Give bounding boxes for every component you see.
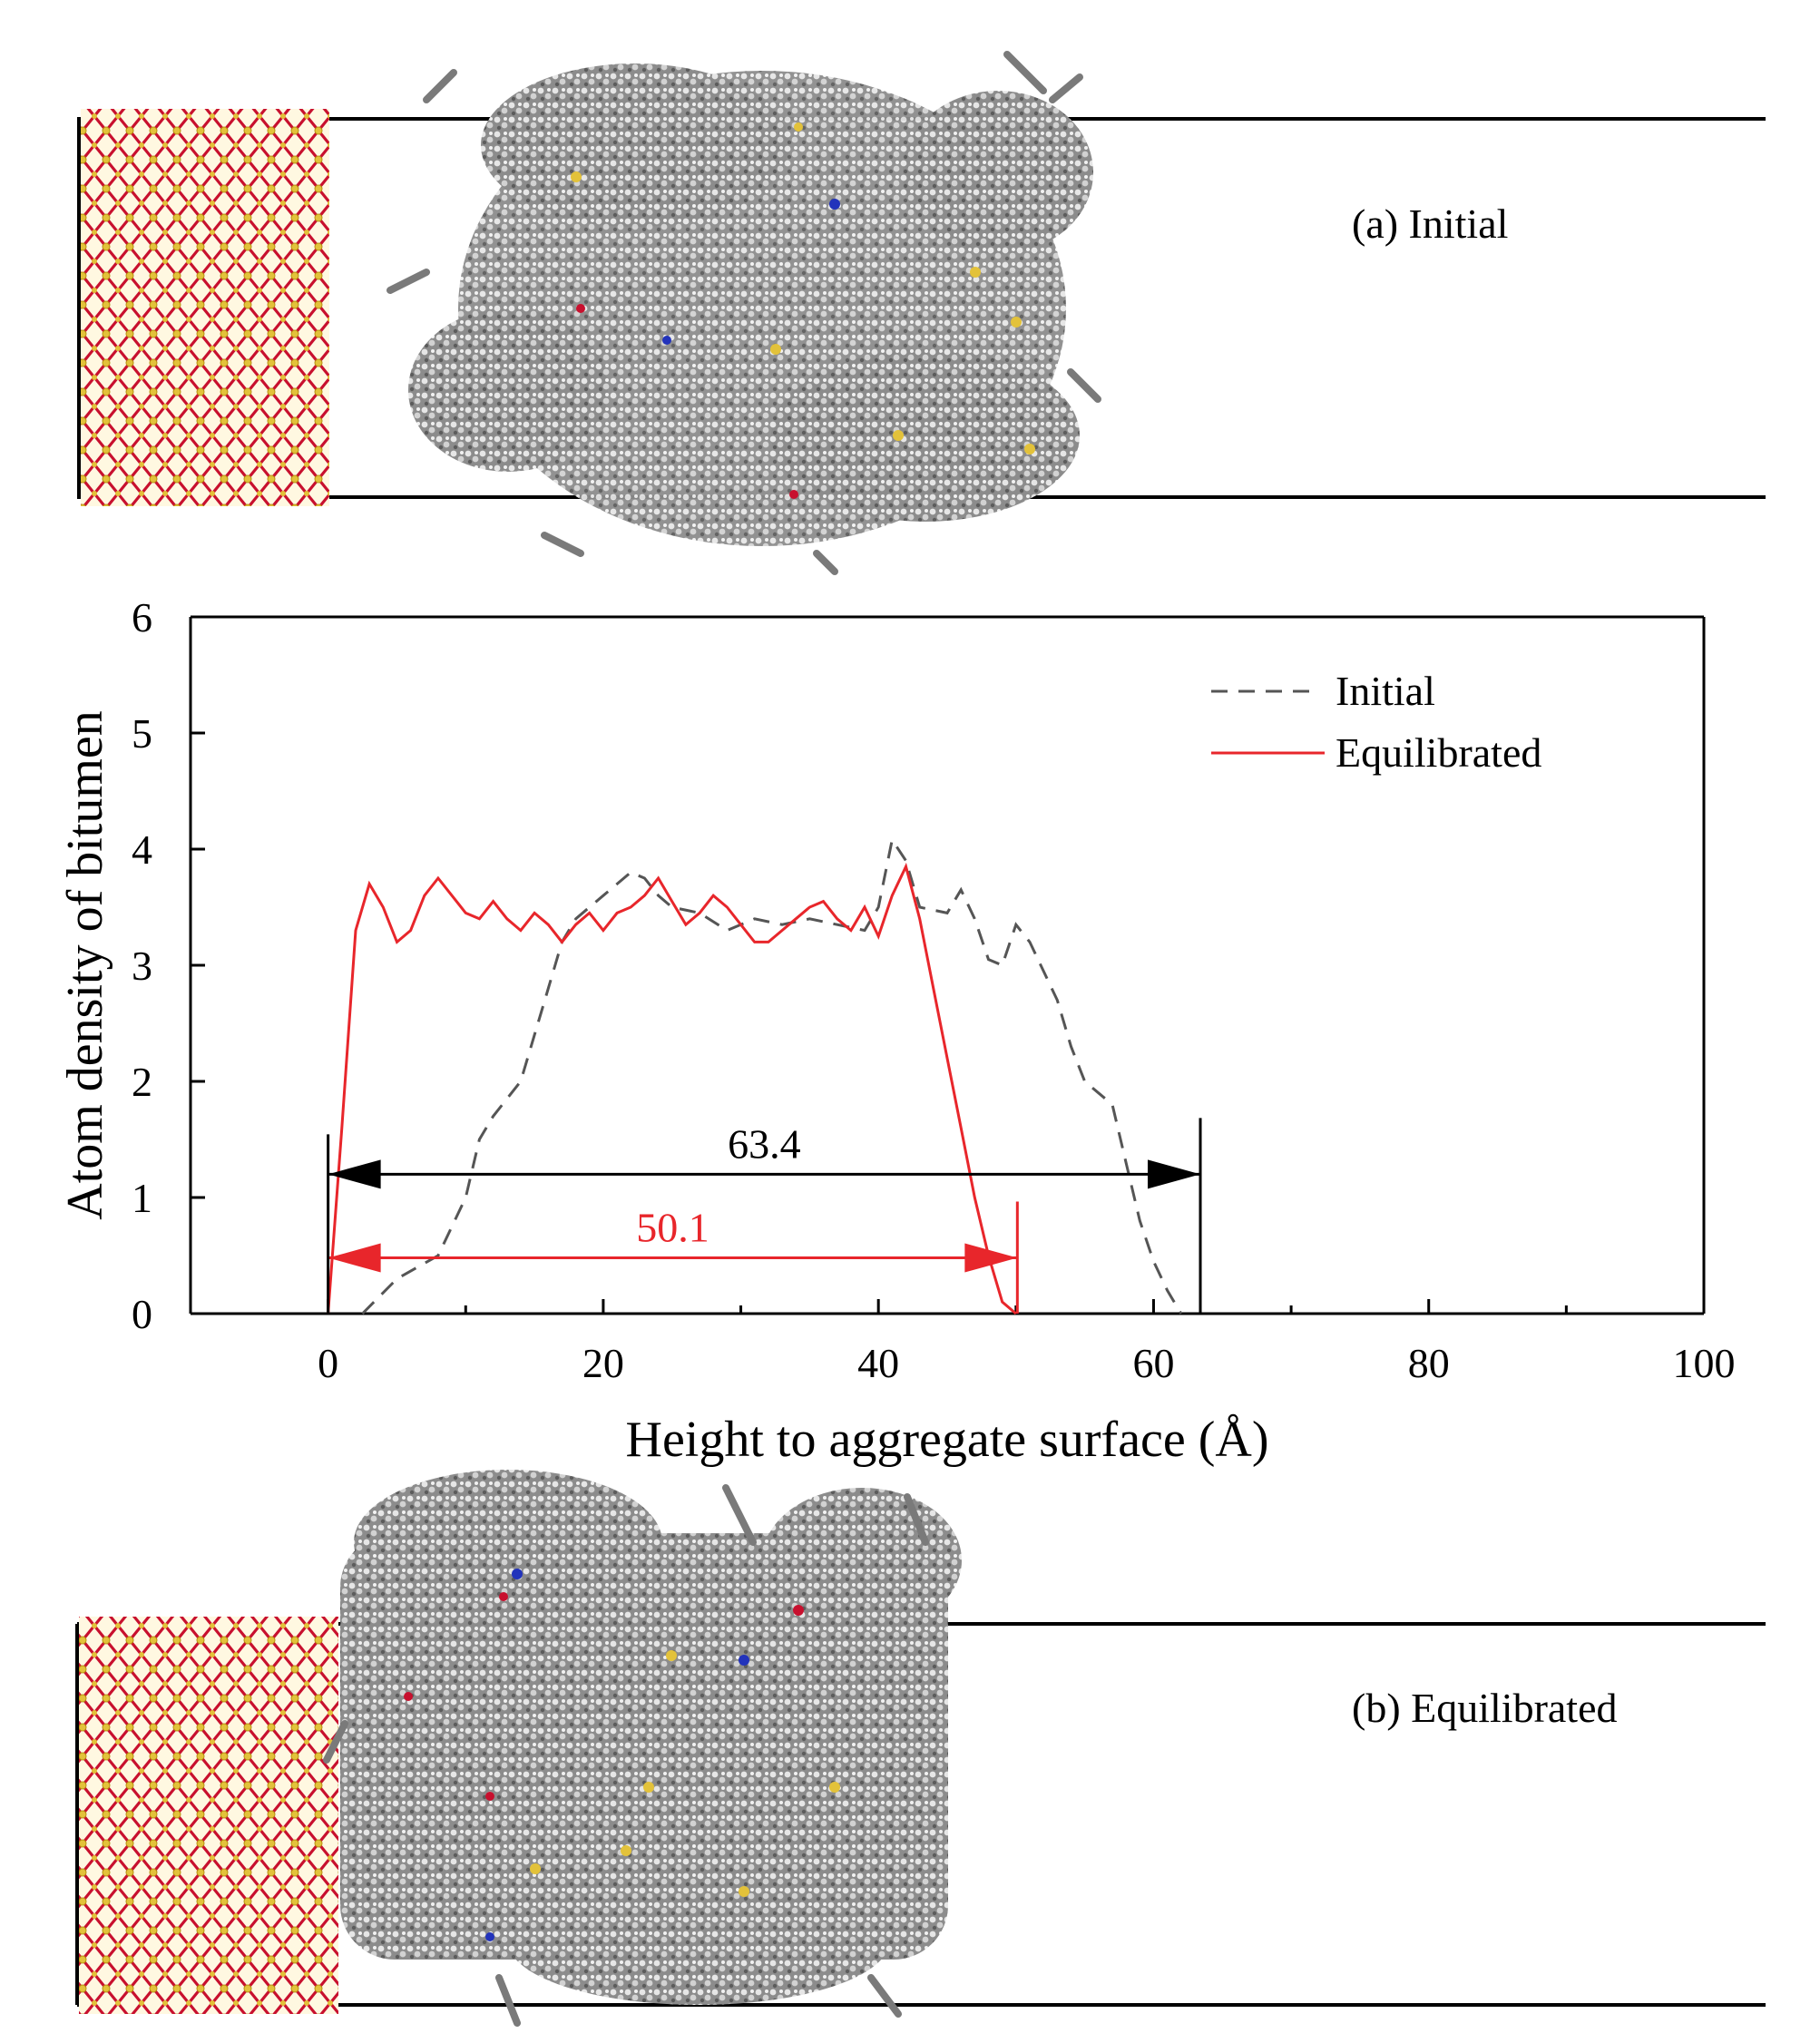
span-annotations: 63.4 50.1 xyxy=(327,1118,1202,1314)
y-tick-label: 6 xyxy=(132,594,152,640)
series-equilibrated-line xyxy=(327,862,1017,1315)
panel-initial: (a) Initial xyxy=(77,51,1766,575)
bitumen-cluster xyxy=(387,51,1101,575)
x-tick-label: 100 xyxy=(1673,1340,1736,1386)
x-tick-label: 80 xyxy=(1408,1340,1450,1386)
panel-equilibrated: (b) Equilibrated xyxy=(75,1470,1766,2027)
span-arrowhead-right xyxy=(1148,1159,1201,1189)
span-label: 63.4 xyxy=(728,1120,801,1167)
legend: Initial Equilibrated xyxy=(1211,668,1541,776)
y-tick-label: 0 xyxy=(132,1291,152,1337)
aggregate-lattice xyxy=(81,109,329,506)
series-initial-line xyxy=(361,836,1183,1315)
bitumen-cluster xyxy=(323,1470,962,2027)
aggregate-lattice xyxy=(79,1617,338,2014)
x-tick-label: 60 xyxy=(1132,1340,1174,1386)
y-tick-label: 5 xyxy=(132,710,152,757)
legend-initial-label: Initial xyxy=(1336,668,1435,714)
y-tick-label: 1 xyxy=(132,1175,152,1221)
span-label: 50.1 xyxy=(636,1205,709,1251)
panel-initial-label: (a) Initial xyxy=(1352,200,1508,247)
x-ticks: 0 20 40 60 80 100 xyxy=(189,1299,1736,1386)
y-tick-label: 3 xyxy=(132,943,152,989)
y-axis-label: Atom density of bitumen xyxy=(57,710,113,1220)
legend-equilibrated-label: Equilibrated xyxy=(1336,729,1541,776)
y-tick-label: 2 xyxy=(132,1059,152,1105)
y-ticks: 0 1 2 3 4 5 6 xyxy=(132,594,205,1337)
x-tick-label: 0 xyxy=(318,1340,338,1386)
y-tick-label: 4 xyxy=(132,826,152,873)
x-tick-label: 40 xyxy=(857,1340,899,1386)
x-tick-label: 20 xyxy=(582,1340,624,1386)
x-axis-label: Height to aggregate surface (Å) xyxy=(626,1412,1269,1468)
density-chart: 0 20 40 60 80 100 0 1 2 3 4 5 6 63.4 50.1 Initial Eq… xyxy=(57,594,1736,1468)
panel-equilibrated-label: (b) Equilibrated xyxy=(1352,1685,1618,1731)
span-arrowhead-left xyxy=(328,1243,381,1273)
span-arrowhead-right xyxy=(964,1243,1018,1273)
span-arrowhead-left xyxy=(328,1159,381,1189)
